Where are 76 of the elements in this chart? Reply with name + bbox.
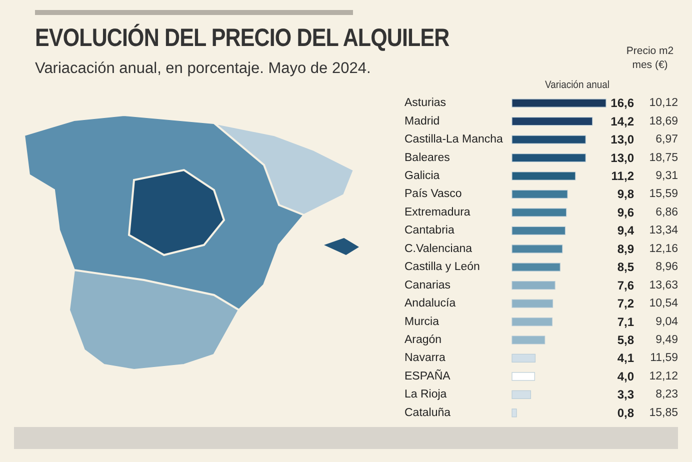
bar <box>512 98 606 108</box>
y-tick-label: La Rioja <box>404 388 448 401</box>
bar <box>512 317 553 326</box>
data-label: 4,0 <box>617 369 634 384</box>
y-tick-label: Madrid <box>404 115 440 128</box>
data-label: 8,5 <box>617 260 634 274</box>
text: 8,96 <box>656 261 678 274</box>
y-tick-label: Navarra <box>404 352 446 364</box>
y-tick-label: Asturias <box>404 97 446 110</box>
bar <box>512 281 556 290</box>
data-label: 7,1 <box>617 314 634 329</box>
y-tick-label: Castilla y León <box>404 261 480 274</box>
text: 15,85 <box>649 406 678 419</box>
text: 10,54 <box>649 298 679 310</box>
data-label: 3,3 <box>617 388 634 402</box>
text: 6,86 <box>656 206 678 218</box>
y-tick-label: Galicia <box>404 170 440 182</box>
bar <box>512 153 586 162</box>
data-label: 11,2 <box>611 169 634 183</box>
y-tick-label: País Vasco <box>404 188 462 200</box>
text: 6,97 <box>656 134 678 146</box>
text: 13,34 <box>649 224 679 237</box>
text: 8,23 <box>656 388 678 401</box>
text: 9,49 <box>656 334 678 346</box>
data-label: 7,2 <box>617 296 634 311</box>
data-label: 5,8 <box>617 333 634 347</box>
data-label: 9,6 <box>617 205 634 220</box>
text: 13,63 <box>649 279 678 292</box>
bar <box>512 172 576 180</box>
text: 9,31 <box>656 170 678 182</box>
data-label: 13,0 <box>610 132 634 147</box>
data-label: 14,2 <box>610 114 634 128</box>
y-tick-label: Murcia <box>404 316 440 328</box>
text: 9,04 <box>656 316 679 328</box>
bar <box>512 372 535 381</box>
text: 18,69 <box>649 115 678 128</box>
bar <box>512 336 546 344</box>
data-label: 7,6 <box>617 278 634 292</box>
text: EVOLUCIÓN DEL PRECIO DEL ALQUILER <box>35 24 450 53</box>
text: 10,12 <box>649 97 678 110</box>
bar <box>512 390 531 399</box>
series-label: Variación anual <box>545 79 610 91</box>
bar <box>512 135 586 144</box>
text: 18,75 <box>649 152 678 164</box>
y-tick-label: Castilla-La Mancha <box>404 134 504 146</box>
y-tick-label: Cataluña <box>404 406 452 419</box>
text: Variacación anual, en porcentaje. Mayo de 2024. <box>35 60 371 78</box>
data-label: 4,1 <box>617 351 634 366</box>
y-tick-label: C.Valenciana <box>404 242 473 255</box>
y-tick-label: Andalucía <box>404 298 456 310</box>
text: 11,59 <box>650 352 678 364</box>
bar <box>512 117 593 126</box>
text: 15,59 <box>649 188 678 200</box>
data-label: 0,8 <box>617 406 634 420</box>
bar <box>512 408 517 418</box>
text: 12,12 <box>649 370 678 382</box>
y-tick-label: Canarias <box>404 279 451 292</box>
data-label: 8,9 <box>617 242 634 256</box>
bar <box>512 208 567 217</box>
bar <box>512 299 554 308</box>
data-label: 9,8 <box>617 187 634 202</box>
y-tick-label: Baleares <box>404 152 450 164</box>
text: Precio m2 mes (€) <box>625 44 675 72</box>
y-tick-label: ESPAÑA <box>404 368 451 382</box>
bar <box>512 190 568 199</box>
bar <box>512 226 566 235</box>
y-tick-label: Extremadura <box>404 206 471 218</box>
bar <box>512 244 563 254</box>
data-label: 9,4 <box>617 224 634 238</box>
y-tick-label: Cantabria <box>404 224 455 237</box>
data-label: 16,6 <box>610 96 634 110</box>
data-label: 13,0 <box>610 150 634 165</box>
bar <box>512 262 560 272</box>
text: 12,16 <box>649 242 678 255</box>
y-tick-label: Aragón <box>404 334 442 346</box>
bar <box>512 354 536 363</box>
